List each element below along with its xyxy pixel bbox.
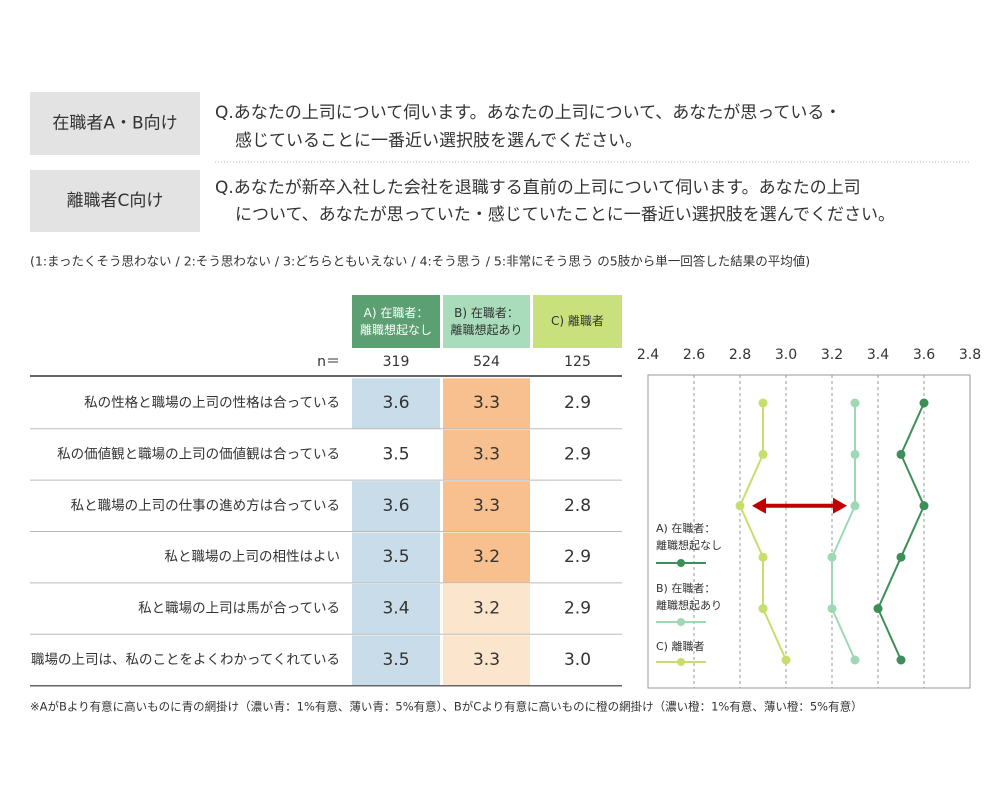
- x-tick-label: 2.4: [637, 347, 659, 363]
- cell-value: 3.0: [564, 650, 591, 670]
- question-label: 離職者C向け: [67, 191, 164, 211]
- column-header: C) 離職者: [533, 295, 622, 348]
- cell-value: 3.6: [382, 393, 409, 413]
- question-text: Q.あなたが新卒入社した会社を退職する直前の上司について伺います。あなたの上司: [215, 178, 861, 198]
- question-label: 在職者A・B向け: [52, 114, 177, 134]
- legend-label: A) 在職者： 離職想起なし: [656, 522, 722, 552]
- row-label: 私と職場の上司の相性はよい: [165, 549, 341, 565]
- point: [758, 552, 768, 562]
- row-label: 私の性格と職場の上司の性格は合っている: [84, 395, 340, 411]
- cell-value: 3.2: [473, 599, 500, 619]
- legend-dot: [677, 618, 685, 626]
- n-value: 125: [564, 354, 591, 370]
- row-label: 私と職場の上司は馬が合っている: [138, 601, 340, 617]
- cell-fill: [533, 429, 622, 481]
- point: [758, 604, 768, 614]
- point: [850, 398, 860, 408]
- cell-value: 2.8: [564, 496, 591, 516]
- legend-dot: [677, 658, 685, 666]
- cell-fill: [443, 378, 530, 429]
- cell-fill: [352, 481, 440, 532]
- question-label-box: [30, 92, 200, 155]
- arrow-head: [752, 497, 766, 514]
- cell-value: 3.6: [382, 496, 409, 516]
- series-line: [831, 403, 856, 661]
- x-tick-label: 3.2: [821, 347, 843, 363]
- point: [896, 552, 906, 562]
- legend-label: B) 在職者： 離職想起あり: [656, 582, 722, 612]
- point: [873, 604, 883, 614]
- x-tick-label: 3.0: [775, 347, 797, 363]
- question-text: 感じていることに一番近い選択肢を選んでください。: [235, 131, 642, 151]
- point: [758, 398, 768, 408]
- n-value: 319: [383, 354, 410, 370]
- x-tick-label: 2.8: [729, 347, 751, 363]
- point: [919, 501, 929, 511]
- cell-value: 3.3: [473, 393, 500, 413]
- point: [781, 655, 791, 665]
- cell-fill: [533, 583, 622, 635]
- cell-fill: [443, 481, 530, 532]
- n-label: n＝: [317, 354, 340, 370]
- cell-value: 3.3: [473, 650, 500, 670]
- point: [919, 398, 929, 408]
- cell-value: 3.3: [473, 444, 500, 464]
- x-tick-label: 3.6: [913, 347, 935, 363]
- arrow-head: [833, 497, 847, 514]
- scale-note: (1:まったくそう思わない / 2:そう思わない / 3:どちらともいえない /…: [30, 254, 810, 269]
- cell-fill: [352, 378, 440, 429]
- cell-fill: [352, 635, 440, 686]
- cell-fill: [352, 583, 440, 635]
- cell-fill: [443, 532, 530, 583]
- row-label: 職場の上司は、私のことをよくわかってくれている: [31, 652, 340, 668]
- cell-fill: [443, 635, 530, 686]
- footnote: ※AがBより有意に高いものに青の網掛け（濃い青：1%有意、薄い青：5%有意）、B…: [30, 700, 863, 714]
- cell-value: 2.9: [564, 599, 591, 619]
- cell-value: 3.5: [382, 650, 409, 670]
- point: [735, 501, 745, 511]
- question-text: Q.あなたの上司について伺います。あなたの上司について、あなたが思っている・: [215, 103, 841, 123]
- point: [850, 655, 860, 665]
- column-header: B) 在職者： 離職想起あり: [443, 295, 530, 348]
- point: [850, 449, 860, 459]
- cell-fill: [533, 532, 622, 583]
- cell-fill: [533, 378, 622, 429]
- x-tick-label: 2.6: [683, 347, 705, 363]
- cell-fill: [443, 583, 530, 635]
- cell-value: 3.4: [382, 599, 409, 619]
- cell-fill: [533, 635, 622, 686]
- legend-label: C) 離職者: [656, 640, 705, 653]
- series-line: [738, 403, 787, 661]
- point: [850, 501, 860, 511]
- cell-fill: [443, 429, 530, 481]
- cell-value: 3.5: [382, 444, 409, 464]
- x-tick-label: 3.8: [959, 347, 981, 363]
- point: [896, 655, 906, 665]
- series-line: [876, 402, 926, 661]
- point: [758, 449, 768, 459]
- cell-value: 3.3: [473, 496, 500, 516]
- cell-fill: [352, 429, 440, 481]
- cell-value: 3.5: [382, 547, 409, 567]
- cell-value: 2.9: [564, 444, 591, 464]
- x-tick-label: 3.4: [867, 347, 889, 363]
- cell-value: 2.9: [564, 393, 591, 413]
- question-text: について、あなたが思っていた・感じていたことに一番近い選択肢を選んでください。: [235, 205, 895, 225]
- n-value: 524: [473, 354, 500, 370]
- legend-dot: [677, 559, 685, 567]
- point: [896, 449, 906, 459]
- row-label: 私の価値観と職場の上司の価値観は合っている: [57, 445, 340, 462]
- cell-fill: [533, 481, 622, 532]
- question-label-box: [30, 170, 200, 232]
- plot-frame: [647, 374, 971, 689]
- cell-value: 2.9: [564, 547, 591, 567]
- row-label: 私と職場の上司の仕事の進め方は合っている: [71, 498, 340, 514]
- cell-fill: [352, 532, 440, 583]
- point: [827, 552, 837, 562]
- point: [827, 604, 837, 614]
- cell-value: 3.2: [473, 547, 500, 567]
- column-header: A) 在職者： 離職想起なし: [352, 295, 440, 348]
